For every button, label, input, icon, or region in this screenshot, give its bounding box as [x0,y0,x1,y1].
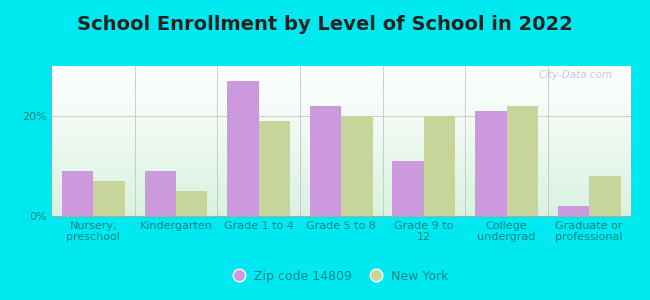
Bar [506,106,538,216]
Bar [176,191,207,216]
Bar [94,181,125,216]
Bar [589,176,621,216]
Bar [558,206,589,216]
Text: School Enrollment by Level of School in 2022: School Enrollment by Level of School in … [77,15,573,34]
Bar [144,171,176,216]
Bar [259,121,290,216]
Legend: Zip code 14809, New York: Zip code 14809, New York [229,265,453,288]
Bar [62,171,94,216]
Bar [393,161,424,216]
Bar [310,106,341,216]
Bar [227,81,259,216]
Bar [424,116,455,216]
Bar [341,116,372,216]
Bar [475,111,506,216]
Text: City-Data.com: City-Data.com [539,70,613,80]
